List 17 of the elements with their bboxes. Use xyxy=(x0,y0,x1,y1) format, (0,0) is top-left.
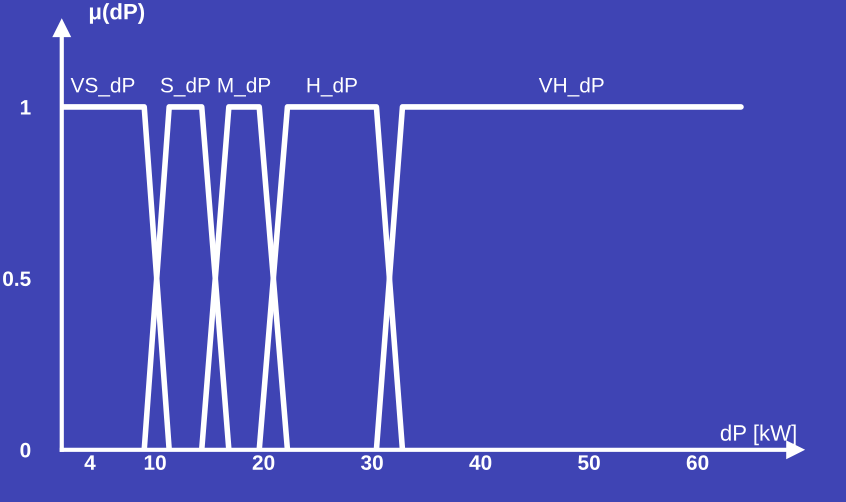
x-tick-label: 60 xyxy=(686,455,708,470)
x-tick-label: 50 xyxy=(578,455,600,470)
y-tick-label: 1 xyxy=(20,100,31,115)
series-label: H_dP xyxy=(308,77,357,96)
series-label: VS_dP xyxy=(70,77,134,96)
y-tick-label: 0.5 xyxy=(3,271,31,286)
x-tick-label: 40 xyxy=(469,455,492,470)
x-tick-label: 4 xyxy=(84,455,96,470)
x-tick-label: 30 xyxy=(360,455,383,470)
series-label: VH_dP xyxy=(538,77,604,96)
y-axis-title: μ(dP) xyxy=(90,3,144,24)
series-label: S_dP xyxy=(160,77,210,96)
x-tick-label: 10 xyxy=(144,455,166,470)
x-tick-label: 20 xyxy=(252,455,274,470)
x-axis-title: dP [kW] xyxy=(720,424,796,446)
series-label: M_dP xyxy=(218,77,270,96)
y-tick-label: 0 xyxy=(20,442,30,458)
